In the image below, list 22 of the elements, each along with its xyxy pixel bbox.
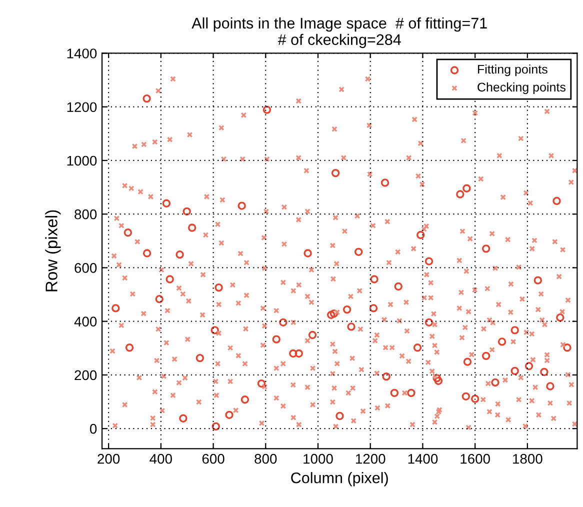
x-tick-label: 600	[202, 454, 224, 464]
x-tick-label: 800	[254, 454, 277, 464]
y-tick-label: 1400	[67, 48, 97, 58]
x-tick-label: 1600	[460, 454, 490, 464]
y-tick-label: 0	[90, 424, 97, 434]
y-tick-label: 600	[74, 263, 97, 273]
x-axis-title: Column (pixel)	[291, 472, 388, 486]
y-tick-label: 400	[74, 316, 97, 327]
x-tick-label: 1400	[408, 454, 438, 464]
chart-title: All points in the Image space # of fitting=71 # of ckecking=284	[192, 17, 487, 48]
x-tick-label: 200	[98, 454, 120, 464]
x-tick-label: 400	[150, 454, 172, 464]
x-tick-label: 1800	[513, 454, 542, 464]
x-tick-label: 1200	[356, 454, 386, 464]
y-tick-label: 200	[74, 370, 97, 380]
x-tick-label: 1000	[304, 454, 333, 464]
legend-label: Fitting points	[478, 64, 548, 76]
y-tick-label: 800	[74, 209, 97, 220]
y-axis-title: Row (pixel)	[45, 210, 61, 292]
y-tick-label: 1200	[67, 102, 97, 112]
legend-label: Checking points	[478, 82, 566, 94]
y-tick-label: 1000	[67, 156, 97, 166]
